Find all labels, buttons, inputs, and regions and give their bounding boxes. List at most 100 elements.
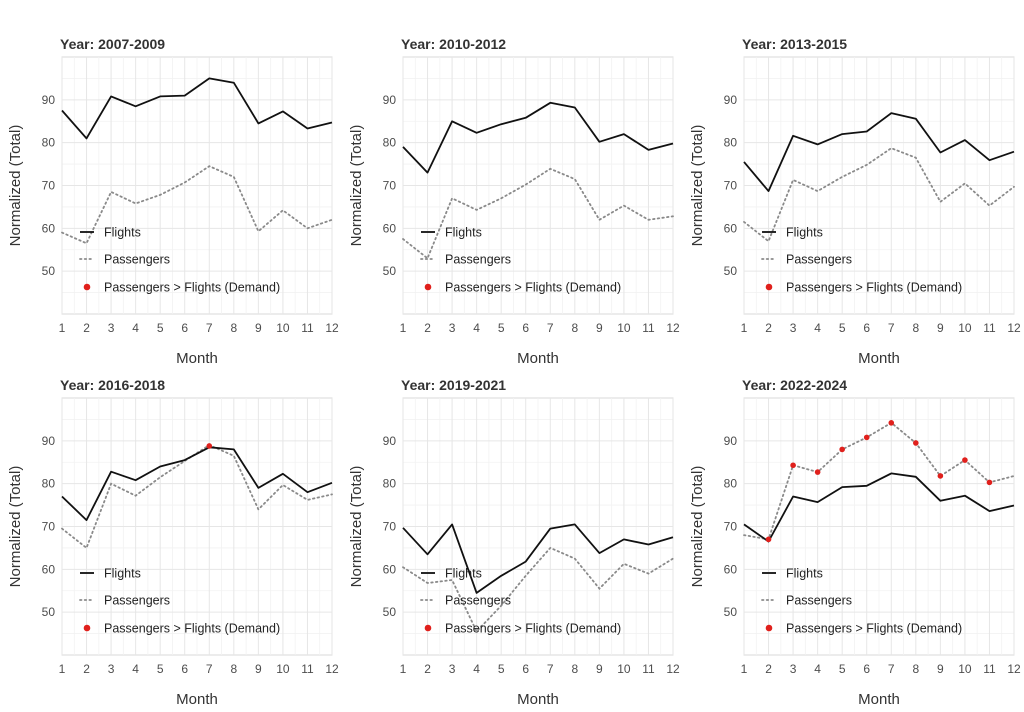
demand-point bbox=[790, 462, 796, 469]
x-tick-label: 1 bbox=[741, 321, 748, 335]
y-tick-label: 50 bbox=[383, 605, 397, 619]
y-tick-label: 80 bbox=[42, 136, 56, 150]
series-line-flights bbox=[402, 101, 674, 174]
demand-point bbox=[986, 479, 993, 486]
x-axis-title: Month bbox=[517, 350, 559, 367]
legend-key-demand bbox=[424, 624, 432, 632]
legend-label-flights: Flights bbox=[104, 226, 141, 240]
legend-label-demand: Passengers > Flights (Demand) bbox=[786, 281, 962, 295]
y-tick-label: 70 bbox=[42, 520, 56, 534]
x-tick-label: 10 bbox=[617, 662, 631, 676]
x-tick-label: 6 bbox=[181, 662, 188, 676]
x-tick-label: 7 bbox=[206, 662, 213, 676]
legend-key-demand bbox=[765, 624, 773, 632]
x-tick-label: 1 bbox=[59, 321, 66, 335]
legend-label-demand: Passengers > Flights (Demand) bbox=[445, 622, 621, 636]
series-line-flights bbox=[743, 112, 1015, 193]
legend-label-demand: Passengers > Flights (Demand) bbox=[104, 281, 280, 295]
y-tick-label: 50 bbox=[383, 264, 397, 278]
legend-label-passengers: Passengers bbox=[786, 594, 852, 608]
y-tick-label: 70 bbox=[383, 520, 397, 534]
demand-point bbox=[913, 440, 919, 446]
x-tick-label: 10 bbox=[958, 662, 972, 676]
x-tick-label: 2 bbox=[424, 662, 431, 676]
y-tick-label: 90 bbox=[42, 434, 56, 448]
legend-label-passengers: Passengers bbox=[445, 253, 511, 267]
x-tick-label: 12 bbox=[1007, 662, 1021, 676]
x-tick-label: 6 bbox=[863, 662, 870, 676]
y-tick-label: 50 bbox=[42, 264, 56, 278]
legend-key-demand bbox=[765, 283, 773, 291]
x-axis-title: Month bbox=[176, 350, 218, 367]
x-tick-label: 6 bbox=[522, 321, 529, 335]
x-tick-label: 5 bbox=[839, 662, 846, 676]
legend-label-flights: Flights bbox=[445, 567, 482, 581]
x-tick-label: 8 bbox=[230, 662, 237, 676]
x-tick-label: 1 bbox=[741, 662, 748, 676]
x-tick-label: 3 bbox=[449, 662, 456, 676]
legend-label-passengers: Passengers bbox=[786, 253, 852, 267]
x-tick-label: 3 bbox=[108, 662, 115, 676]
x-tick-label: 8 bbox=[571, 662, 578, 676]
y-tick-label: 70 bbox=[383, 179, 397, 193]
y-tick-label: 60 bbox=[383, 562, 397, 576]
y-tick-label: 80 bbox=[42, 477, 56, 491]
panel-title: Year: 2016-2018 bbox=[60, 377, 165, 393]
y-tick-label: 60 bbox=[42, 562, 56, 576]
x-tick-label: 11 bbox=[301, 321, 314, 335]
y-axis-title: Normalized (Total) bbox=[689, 125, 706, 247]
x-tick-label: 9 bbox=[596, 321, 603, 335]
y-tick-label: 90 bbox=[383, 93, 397, 107]
y-tick-label: 90 bbox=[383, 434, 397, 448]
x-tick-label: 9 bbox=[255, 321, 262, 335]
legend-label-passengers: Passengers bbox=[104, 594, 170, 608]
demand-point bbox=[206, 443, 213, 449]
y-tick-label: 80 bbox=[383, 136, 397, 150]
legend-label-passengers: Passengers bbox=[104, 253, 170, 267]
y-axis-title: Normalized (Total) bbox=[348, 466, 365, 588]
x-tick-label: 2 bbox=[765, 662, 772, 676]
x-tick-label: 9 bbox=[255, 662, 262, 676]
x-tick-label: 2 bbox=[83, 321, 90, 335]
x-tick-label: 7 bbox=[547, 662, 554, 676]
series-line-flights bbox=[402, 523, 674, 594]
x-tick-label: 12 bbox=[325, 662, 339, 676]
legend-label-demand: Passengers > Flights (Demand) bbox=[104, 622, 280, 636]
series-line-flights bbox=[61, 77, 333, 140]
legend-key-demand bbox=[83, 283, 91, 291]
demand-point bbox=[962, 457, 968, 463]
x-tick-label: 8 bbox=[230, 321, 237, 335]
x-tick-label: 11 bbox=[301, 662, 314, 676]
panel-title: Year: 2007-2009 bbox=[60, 36, 165, 52]
series-line-passengers bbox=[61, 165, 333, 245]
demand-point bbox=[888, 420, 895, 426]
demand-point bbox=[814, 469, 821, 475]
series-line-passengers bbox=[743, 421, 1015, 541]
series-line-passengers bbox=[743, 147, 1015, 243]
y-tick-label: 60 bbox=[724, 221, 738, 235]
x-axis-title: Month bbox=[858, 350, 900, 367]
y-tick-label: 70 bbox=[724, 520, 738, 534]
x-tick-label: 4 bbox=[132, 662, 139, 676]
x-tick-label: 4 bbox=[814, 321, 821, 335]
x-tick-label: 5 bbox=[498, 321, 505, 335]
x-tick-label: 1 bbox=[400, 321, 407, 335]
y-tick-label: 60 bbox=[383, 221, 397, 235]
y-tick-label: 90 bbox=[42, 93, 56, 107]
x-tick-label: 9 bbox=[596, 662, 603, 676]
legend: Flights Passengers Passengers > Flights (D… bbox=[761, 567, 962, 636]
x-tick-label: 7 bbox=[547, 321, 554, 335]
x-tick-label: 11 bbox=[983, 662, 996, 676]
x-tick-label: 6 bbox=[181, 321, 188, 335]
y-tick-label: 60 bbox=[724, 562, 738, 576]
x-tick-label: 4 bbox=[473, 662, 480, 676]
x-tick-label: 6 bbox=[522, 662, 529, 676]
y-tick-label: 80 bbox=[724, 477, 738, 491]
legend-label-flights: Flights bbox=[786, 567, 823, 581]
